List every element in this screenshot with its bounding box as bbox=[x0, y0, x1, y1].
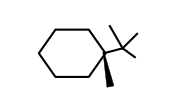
Polygon shape bbox=[103, 53, 114, 87]
